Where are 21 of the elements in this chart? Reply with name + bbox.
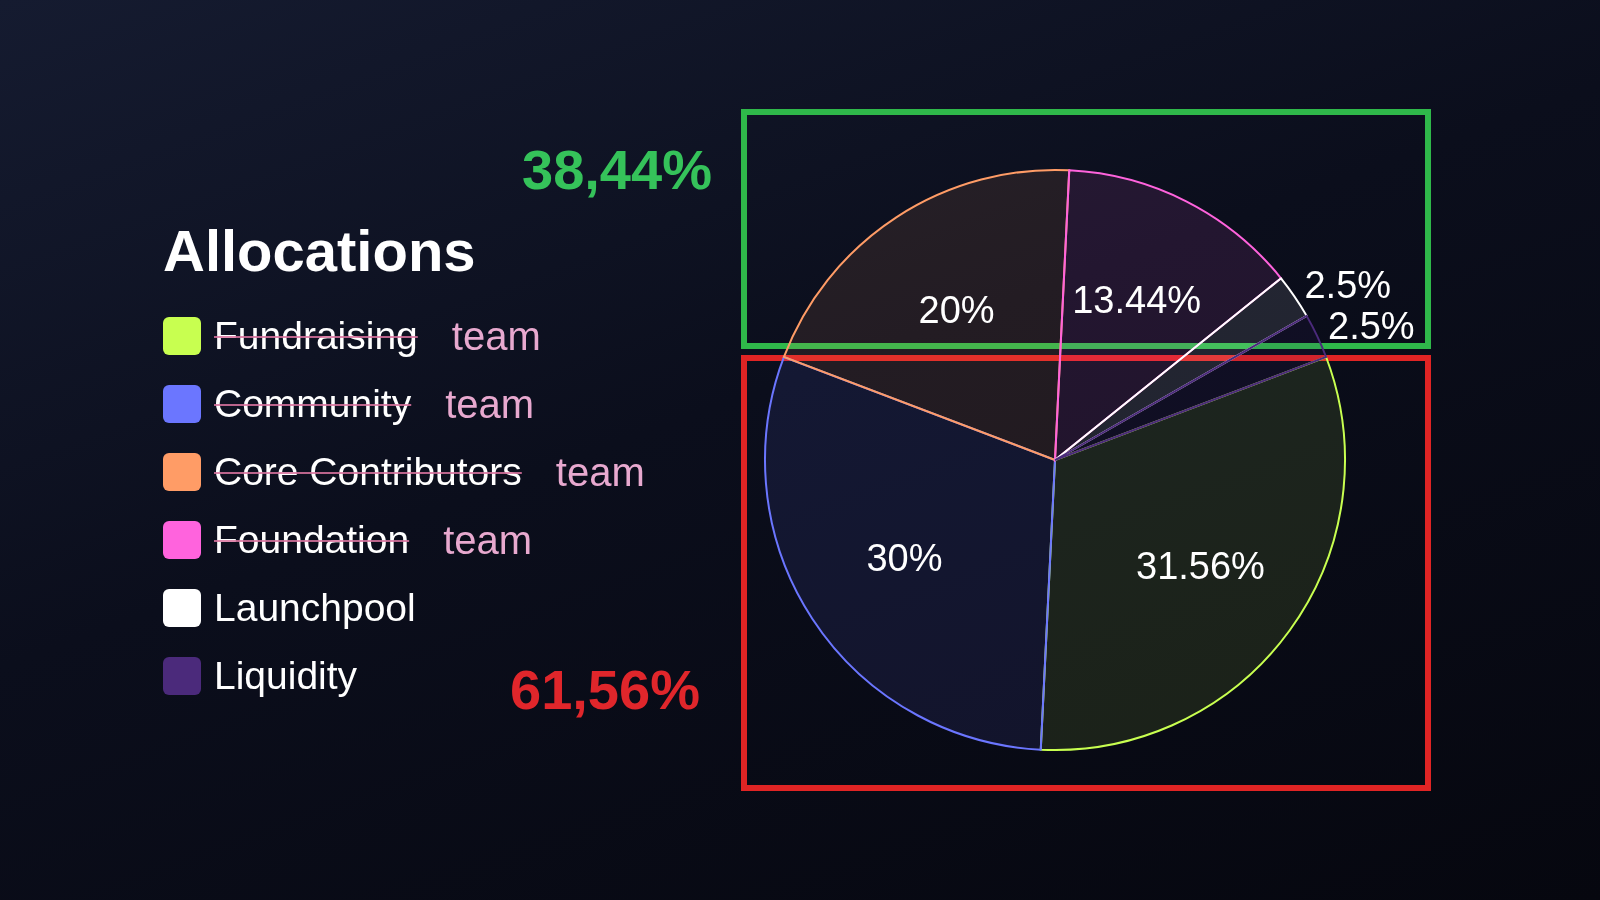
text: 38,44% bbox=[522, 138, 712, 202]
text: 61,56% bbox=[510, 658, 700, 722]
text: team bbox=[555, 449, 645, 495]
legend-label: Liquidity bbox=[214, 654, 358, 698]
pie-slice bbox=[1039, 356, 1346, 751]
pie-slice bbox=[1054, 169, 1283, 461]
data-label: 31.56% bbox=[1136, 544, 1265, 587]
data-label: 2.5% bbox=[1328, 304, 1415, 347]
legend-label: Launchpool bbox=[214, 586, 416, 630]
text: team bbox=[443, 517, 533, 563]
data-label: 2.5% bbox=[1304, 263, 1392, 306]
pie-slice bbox=[1054, 277, 1308, 461]
text: team bbox=[445, 381, 535, 427]
text: team bbox=[451, 313, 541, 359]
pie-slice bbox=[782, 169, 1071, 461]
data-label: 13.44% bbox=[1072, 278, 1202, 321]
data-label: 30% bbox=[866, 537, 943, 580]
pie-slice bbox=[1054, 314, 1328, 461]
pie-slice bbox=[764, 355, 1056, 751]
data-label: 20% bbox=[918, 288, 995, 331]
legend-title: Allocations bbox=[163, 218, 476, 284]
